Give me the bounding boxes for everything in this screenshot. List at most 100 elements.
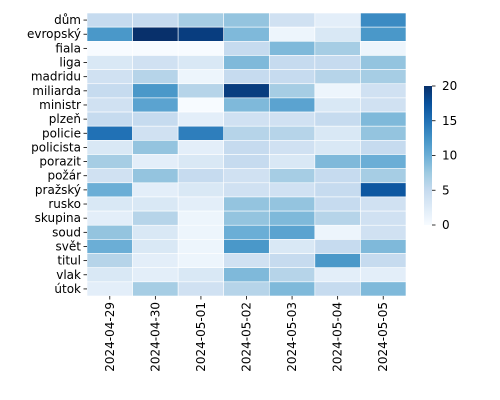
- heatmap-cell: [223, 281, 270, 297]
- heatmap-cell: [177, 69, 225, 85]
- heatmap-cell: [268, 40, 316, 56]
- colorbar: 0 5 10 15 20: [424, 79, 457, 232]
- heatmap-cell: [223, 125, 270, 141]
- heatmap-cell: [360, 83, 407, 99]
- y-tick-label: policie: [42, 126, 81, 140]
- heatmap-cell: [132, 111, 179, 127]
- heatmap-cell: [360, 40, 407, 56]
- heatmap-cell: [360, 253, 407, 269]
- heatmap-cell: [86, 55, 133, 70]
- heatmap-cell: [223, 40, 270, 56]
- y-tick-label: soud: [52, 225, 81, 239]
- heatmap-cell: [360, 26, 407, 42]
- colorbar-tick-label: 15: [442, 114, 457, 128]
- heatmap-cell: [177, 83, 225, 99]
- heatmap-cell: [177, 210, 225, 226]
- heatmap-cell: [314, 239, 361, 254]
- heatmap-cell: [86, 182, 133, 198]
- heatmap-cell: [86, 26, 133, 42]
- heatmap-cell: [268, 182, 316, 198]
- heatmap-cell: [314, 168, 361, 184]
- heatmap-cell: [86, 281, 133, 297]
- y-axis-labels: důmevropskýfialaligamadridumiliardaminis…: [27, 13, 87, 296]
- heatmap-cell: [314, 267, 361, 283]
- heatmap-cell: [268, 26, 316, 42]
- heatmap-cell: [360, 281, 407, 297]
- heatmap-cell: [314, 55, 361, 70]
- x-tick-label: 2024-05-03: [285, 302, 299, 372]
- heatmap-cell: [360, 239, 407, 254]
- heatmap-cell: [268, 140, 316, 155]
- heatmap-cell: [314, 12, 361, 28]
- heatmap-cell: [132, 196, 179, 212]
- heatmap-cell: [86, 239, 133, 254]
- heatmap-cell: [223, 267, 270, 283]
- heatmap-cell: [268, 210, 316, 226]
- colorbar-gradient: [424, 86, 432, 225]
- heatmap-cell: [360, 182, 407, 198]
- heatmap-cell: [177, 281, 225, 297]
- heatmap-cell: [132, 267, 179, 283]
- heatmap-cell: [268, 83, 316, 99]
- heatmap-cell: [86, 111, 133, 127]
- heatmap-cell: [223, 83, 270, 99]
- colorbar-tick-label: 10: [442, 149, 457, 163]
- heatmap-cell: [223, 154, 270, 169]
- heatmap-cell: [360, 12, 407, 28]
- heatmap-cell: [177, 55, 225, 70]
- heatmap-cell: [360, 140, 407, 155]
- heatmap-cell: [86, 125, 133, 141]
- heatmap-cell: [223, 97, 270, 113]
- heatmap-cell: [223, 224, 270, 240]
- heatmap-cell: [360, 168, 407, 184]
- heatmap-cell: [177, 40, 225, 56]
- x-tick-label: 2024-05-01: [194, 302, 208, 372]
- heatmap-cell: [360, 111, 407, 127]
- heatmap-cell: [132, 12, 179, 28]
- heatmap-cell: [223, 210, 270, 226]
- heatmap-cell: [132, 69, 179, 85]
- y-tick-label: plzeň: [49, 112, 81, 126]
- heatmap-cell: [268, 224, 316, 240]
- heatmap-cell: [314, 111, 361, 127]
- y-tick-label: vlak: [56, 268, 81, 282]
- heatmap-cell: [314, 281, 361, 297]
- heatmap-cell: [132, 55, 179, 70]
- y-tick-label: skupina: [35, 211, 81, 225]
- heatmap-cell: [268, 267, 316, 283]
- colorbar-tick-label: 0: [442, 218, 450, 232]
- heatmap-cell: [314, 140, 361, 155]
- heatmap-cell: [360, 154, 407, 169]
- heatmap-cell: [132, 140, 179, 155]
- heatmap-cell: [177, 267, 225, 283]
- heatmap-cell: [223, 168, 270, 184]
- heatmap-cell: [223, 69, 270, 85]
- heatmap-cell: [132, 26, 179, 42]
- heatmap-cell: [223, 182, 270, 198]
- heatmap-cell: [314, 125, 361, 141]
- x-tick-label: 2024-04-29: [103, 302, 117, 372]
- x-tick-label: 2024-05-02: [240, 302, 254, 372]
- heatmap-cell: [360, 196, 407, 212]
- heatmap-cell: [360, 69, 407, 85]
- heatmap-cell: [223, 26, 270, 42]
- heatmap-cell: [268, 12, 316, 28]
- heatmap-cell: [360, 55, 407, 70]
- heatmap-cell: [223, 196, 270, 212]
- y-tick-label: titul: [57, 254, 81, 268]
- heatmap-cell: [132, 210, 179, 226]
- heatmap-cell: [223, 55, 270, 70]
- y-tick-label: rusko: [48, 197, 81, 211]
- y-tick-label: madridu: [31, 70, 81, 84]
- heatmap-cell: [132, 125, 179, 141]
- heatmap-cell: [132, 253, 179, 269]
- heatmap-cell: [268, 196, 316, 212]
- heatmap-cell: [86, 168, 133, 184]
- heatmap-cell: [268, 69, 316, 85]
- heatmap-cell: [86, 267, 133, 283]
- heatmap-cell: [360, 224, 407, 240]
- heatmap-cell: [268, 253, 316, 269]
- y-tick-label: liga: [59, 56, 81, 70]
- heatmap-cell: [177, 26, 225, 42]
- heatmap-cell: [177, 182, 225, 198]
